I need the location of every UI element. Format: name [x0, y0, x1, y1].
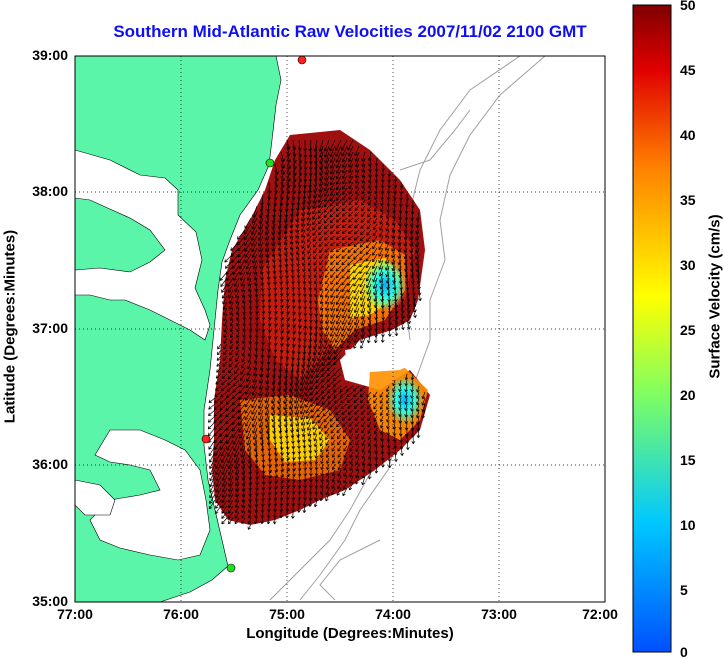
plot-frame [74, 55, 606, 603]
colorbar-tick-label: 30 [680, 257, 696, 273]
x-tick-label: 74:00 [375, 606, 411, 622]
velocity-arrows [207, 139, 426, 530]
chart-title: Southern Mid-Atlantic Raw Velocities 200… [113, 22, 587, 41]
y-tick-label: 36:00 [32, 456, 68, 472]
y-tick-label: 39:00 [32, 47, 68, 63]
y-axis-label: Latitude (Degrees:Minutes) [1, 229, 19, 424]
station-marker [265, 158, 275, 168]
colorbar-tick-label: 35 [680, 192, 696, 208]
velocity-vectors [207, 139, 426, 530]
x-tick-label: 72:00 [582, 606, 618, 622]
y-tick-label: 37:00 [32, 320, 68, 336]
grid-lines [75, 56, 605, 602]
y-tick-label: 38:00 [32, 183, 68, 199]
colorbar-tick-label: 45 [680, 62, 696, 78]
colorbar-tick-label: 0 [680, 644, 688, 660]
colorbar-tick-label: 20 [680, 387, 696, 403]
colorbar-tick-label: 50 [680, 0, 696, 13]
x-tick-label: 77:00 [57, 606, 93, 622]
colorbar-tick-label: 40 [680, 127, 696, 143]
station-marker [297, 55, 307, 65]
x-tick-label: 75:00 [269, 606, 305, 622]
sound-water-2 [75, 479, 116, 516]
x-axis-label: Longitude (Degrees:Minutes) [246, 625, 454, 642]
colorbar-tick-label: 10 [680, 517, 696, 533]
x-tick-label: 76:00 [163, 606, 199, 622]
colorbar [632, 4, 672, 653]
station-marker [201, 434, 211, 444]
x-tick-label: 73:00 [481, 606, 517, 622]
chesapeake-bay [75, 149, 211, 341]
colorbar-label: Surface Velocity (cm/s) [706, 214, 724, 379]
y-tick-label: 35:00 [32, 593, 68, 609]
station-marker [226, 563, 236, 573]
sound-water [89, 429, 211, 561]
colorbar-tick-label: 25 [680, 322, 696, 338]
colorbar-tick-label: 15 [680, 452, 696, 468]
colorbar-tick-label: 5 [680, 582, 688, 598]
